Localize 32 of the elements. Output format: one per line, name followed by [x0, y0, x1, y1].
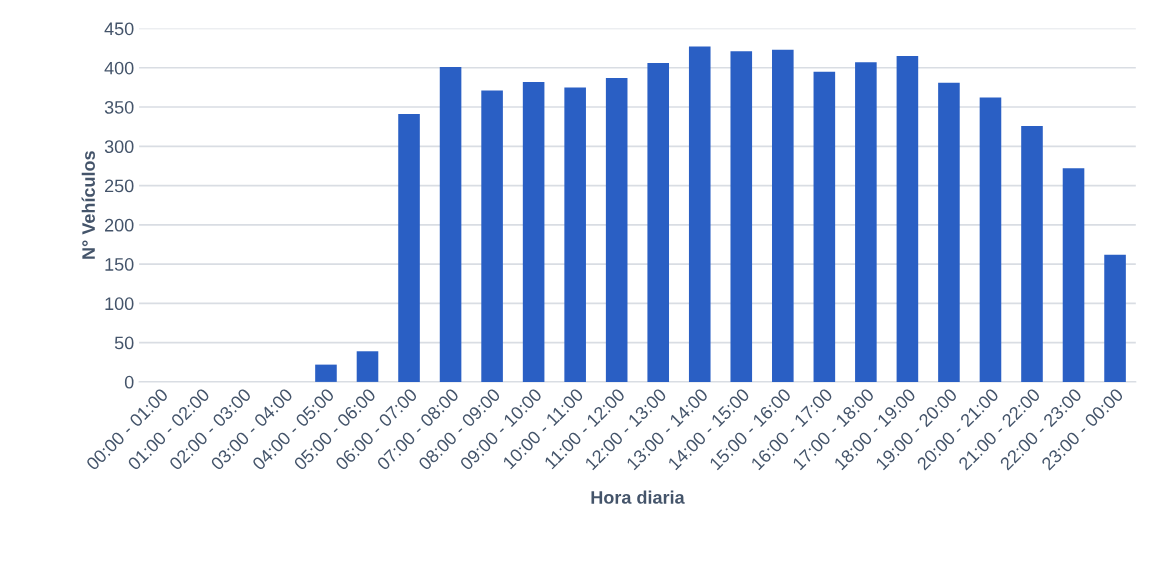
- y-tick-label: 0: [124, 375, 134, 389]
- bar: [356, 351, 379, 382]
- bar: [896, 55, 919, 382]
- x-axis-title: Hora diaria: [591, 490, 685, 504]
- bar: [813, 71, 836, 382]
- bar: [522, 81, 545, 382]
- bar: [315, 364, 337, 382]
- bar: [1104, 254, 1126, 382]
- y-tick-label: 450: [104, 22, 134, 36]
- y-axis-title: N° Vehículos: [81, 151, 95, 259]
- bar: [979, 97, 1002, 382]
- y-tick-label: 250: [105, 179, 134, 193]
- bar: [605, 77, 628, 382]
- bar: [855, 62, 877, 382]
- bar: [1062, 168, 1085, 382]
- bar: [688, 46, 711, 382]
- bar: [398, 114, 420, 382]
- bar: [1021, 125, 1043, 382]
- y-tick-label: 400: [104, 61, 134, 75]
- bar: [938, 82, 960, 382]
- y-tick-label: 200: [105, 218, 134, 232]
- bar: [439, 66, 462, 382]
- y-tick-label: 100: [105, 297, 134, 311]
- y-tick-label: 150: [105, 258, 134, 271]
- bar: [772, 49, 794, 382]
- bar: [564, 87, 586, 382]
- bar: [481, 90, 503, 382]
- y-tick-label: 350: [104, 100, 134, 114]
- y-tick-label: 50: [114, 336, 134, 350]
- y-tick-label: 300: [104, 140, 134, 154]
- bar: [730, 51, 753, 382]
- bar: [647, 63, 670, 382]
